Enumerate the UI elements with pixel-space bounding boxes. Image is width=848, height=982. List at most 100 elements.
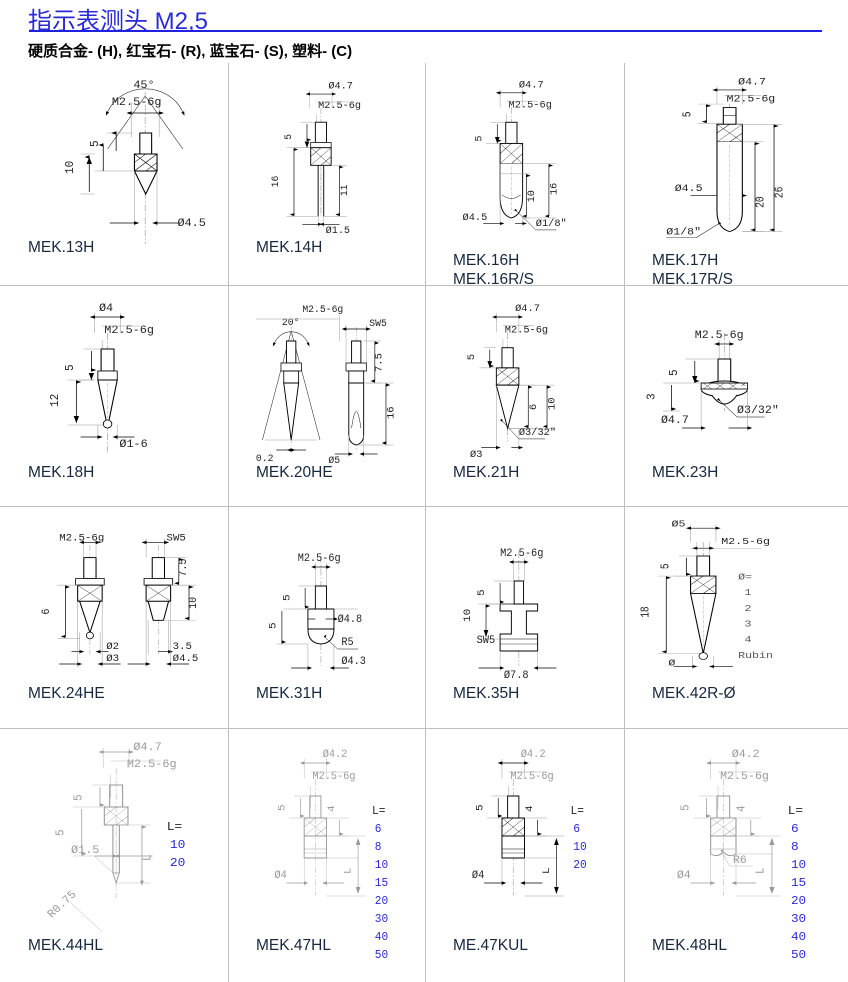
svg-text:30: 30 [791, 912, 806, 926]
svg-text:40: 40 [375, 931, 388, 944]
svg-text:26: 26 [774, 187, 787, 199]
svg-text:20: 20 [170, 856, 185, 869]
svg-text:7.5: 7.5 [178, 559, 190, 577]
svg-text:Ø4.2: Ø4.2 [323, 749, 348, 761]
svg-text:Ø4.8: Ø4.8 [338, 614, 363, 626]
svg-text:4: 4 [744, 635, 751, 646]
svg-text:5: 5 [476, 589, 488, 596]
svg-text:20: 20 [573, 859, 587, 872]
svg-text:6: 6 [41, 609, 53, 615]
svg-text:3.5: 3.5 [173, 641, 192, 653]
svg-text:40: 40 [791, 930, 806, 944]
svg-text:5: 5 [268, 622, 280, 629]
svg-text:20°: 20° [282, 317, 300, 329]
svg-text:12: 12 [49, 394, 62, 407]
svg-text:Ø4.7: Ø4.7 [661, 415, 689, 427]
svg-text:Ø4.5: Ø4.5 [675, 184, 703, 195]
svg-text:5: 5 [283, 134, 294, 140]
svg-text:8: 8 [791, 840, 799, 854]
svg-text:M2.5-6g: M2.5-6g [127, 758, 177, 771]
svg-text:L: L [755, 867, 767, 874]
svg-text:Ø4.7: Ø4.7 [133, 741, 161, 754]
svg-text:Ø1/8": Ø1/8" [666, 227, 701, 238]
svg-text:4: 4 [326, 805, 338, 812]
svg-text:M2.5-6g: M2.5-6g [112, 96, 162, 109]
svg-text:SW5: SW5 [369, 319, 387, 330]
svg-text:Ø1.5: Ø1.5 [326, 225, 351, 236]
svg-text:20: 20 [791, 894, 806, 908]
svg-text:Ø4.5: Ø4.5 [177, 217, 206, 230]
svg-text:20: 20 [375, 895, 388, 908]
svg-text:6: 6 [528, 404, 540, 410]
svg-text:Ø4.2: Ø4.2 [521, 749, 546, 761]
svg-text:10: 10 [375, 859, 388, 872]
svg-text:M2.5-6g: M2.5-6g [720, 771, 769, 783]
svg-text:M2.5-6g: M2.5-6g [726, 94, 775, 105]
svg-text:Ø1-6: Ø1-6 [119, 438, 148, 451]
svg-text:6: 6 [791, 822, 799, 836]
svg-text:5: 5 [660, 563, 673, 569]
svg-text:R0.75: R0.75 [45, 888, 80, 920]
svg-text:5: 5 [282, 594, 294, 601]
svg-text:M2.5-6g: M2.5-6g [500, 548, 543, 560]
svg-text:5: 5 [473, 136, 485, 142]
svg-text:Ø4.3: Ø4.3 [341, 656, 366, 668]
svg-text:1: 1 [744, 588, 751, 599]
svg-text:Ø2: Ø2 [106, 641, 119, 653]
svg-text:30: 30 [375, 913, 388, 926]
svg-text:5: 5 [72, 794, 85, 801]
svg-text:2: 2 [744, 604, 751, 615]
svg-text:Ø1/8": Ø1/8" [536, 218, 567, 230]
svg-text:Ø4.7: Ø4.7 [738, 77, 766, 88]
svg-text:Ø1.5: Ø1.5 [71, 844, 100, 857]
svg-text:20: 20 [755, 196, 768, 208]
svg-text:M2.5-6g: M2.5-6g [313, 771, 356, 783]
svg-text:R6: R6 [733, 855, 747, 867]
svg-text:R5: R5 [341, 637, 353, 649]
svg-text:10: 10 [170, 838, 185, 851]
svg-text:15: 15 [375, 877, 388, 890]
svg-text:10: 10 [188, 597, 200, 609]
svg-text:Ø3/32": Ø3/32" [519, 427, 556, 439]
svg-text:16: 16 [270, 176, 281, 188]
svg-text:Ø5: Ø5 [672, 519, 686, 530]
svg-text:Ø3/32": Ø3/32" [737, 405, 779, 417]
svg-text:4: 4 [736, 805, 748, 812]
svg-text:M2.5-6g: M2.5-6g [695, 330, 744, 342]
svg-text:SW5: SW5 [167, 533, 186, 545]
svg-text:Ø4.2: Ø4.2 [732, 749, 760, 761]
svg-text:3: 3 [646, 393, 658, 400]
svg-text:5: 5 [89, 140, 102, 147]
svg-text:5: 5 [54, 829, 67, 836]
svg-text:Ø: Ø [668, 658, 676, 669]
svg-text:7.5: 7.5 [375, 353, 386, 372]
svg-text:M2.5-6g: M2.5-6g [505, 324, 548, 336]
svg-text:L: L [541, 867, 553, 874]
svg-text:Ø4.5: Ø4.5 [463, 212, 488, 224]
svg-text:10: 10 [64, 161, 77, 174]
svg-text:3: 3 [744, 619, 751, 630]
svg-text:M2.5-6g: M2.5-6g [509, 100, 552, 112]
svg-text:50: 50 [375, 949, 388, 962]
svg-text:Ø4.7: Ø4.7 [515, 303, 540, 315]
svg-text:M2.5-6g: M2.5-6g [721, 537, 770, 548]
svg-text:16: 16 [548, 183, 560, 195]
svg-text:5: 5 [682, 111, 695, 117]
svg-text:Ø=: Ø= [738, 572, 752, 583]
svg-text:6: 6 [573, 823, 580, 836]
svg-text:4: 4 [524, 805, 536, 812]
svg-text:10: 10 [526, 190, 538, 202]
svg-text:M2.5-6g: M2.5-6g [59, 533, 104, 545]
svg-text:5: 5 [277, 804, 289, 811]
svg-text:16: 16 [387, 406, 398, 419]
svg-text:45°: 45° [133, 79, 154, 92]
svg-text:Ø4.5: Ø4.5 [173, 653, 199, 665]
svg-text:5: 5 [680, 804, 692, 811]
svg-text:50: 50 [791, 948, 806, 962]
svg-text:Ø7.8: Ø7.8 [504, 670, 529, 682]
svg-text:18: 18 [640, 606, 653, 617]
svg-text:Ø4: Ø4 [99, 302, 113, 315]
svg-text:M2.5-6g: M2.5-6g [302, 305, 343, 316]
svg-text:15: 15 [791, 876, 806, 890]
svg-text:5: 5 [64, 364, 77, 371]
